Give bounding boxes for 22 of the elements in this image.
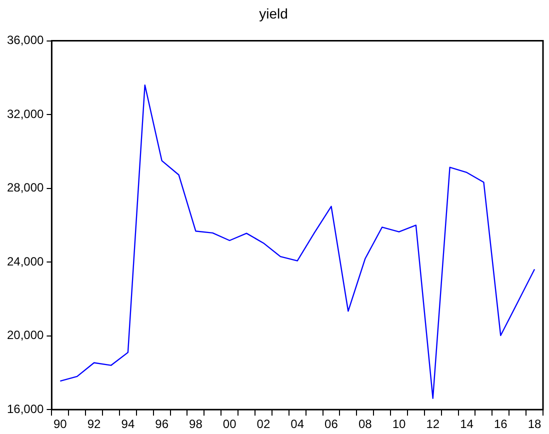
x-tick-label: 96: [155, 417, 169, 432]
y-tick-label: 36,000: [7, 33, 44, 48]
y-tick-label: 28,000: [7, 180, 44, 195]
x-tick-label: 90: [53, 417, 68, 432]
x-tick-label: 16: [494, 417, 508, 432]
x-tick-label: 18: [528, 417, 542, 432]
x-tick-label: 08: [358, 417, 372, 432]
x-tick-label: 00: [222, 417, 237, 432]
chart-title: yield: [259, 5, 288, 22]
x-tick-label: 92: [87, 417, 102, 432]
x-tick-label: 14: [460, 417, 474, 432]
x-tick-label: 12: [426, 417, 440, 432]
y-tick-label: 16,000: [7, 402, 44, 416]
y-tick-label: 20,000: [7, 328, 44, 342]
x-tick-label: 04: [290, 417, 304, 432]
x-tick-label: 02: [256, 417, 270, 432]
x-tick-label: 10: [392, 417, 406, 432]
y-tick-label: 24,000: [7, 254, 44, 268]
x-tick-label: 94: [121, 417, 135, 432]
x-tick-label: 98: [189, 417, 203, 432]
x-tick-label: 06: [324, 417, 338, 432]
y-tick-label: 32,000: [7, 106, 44, 121]
